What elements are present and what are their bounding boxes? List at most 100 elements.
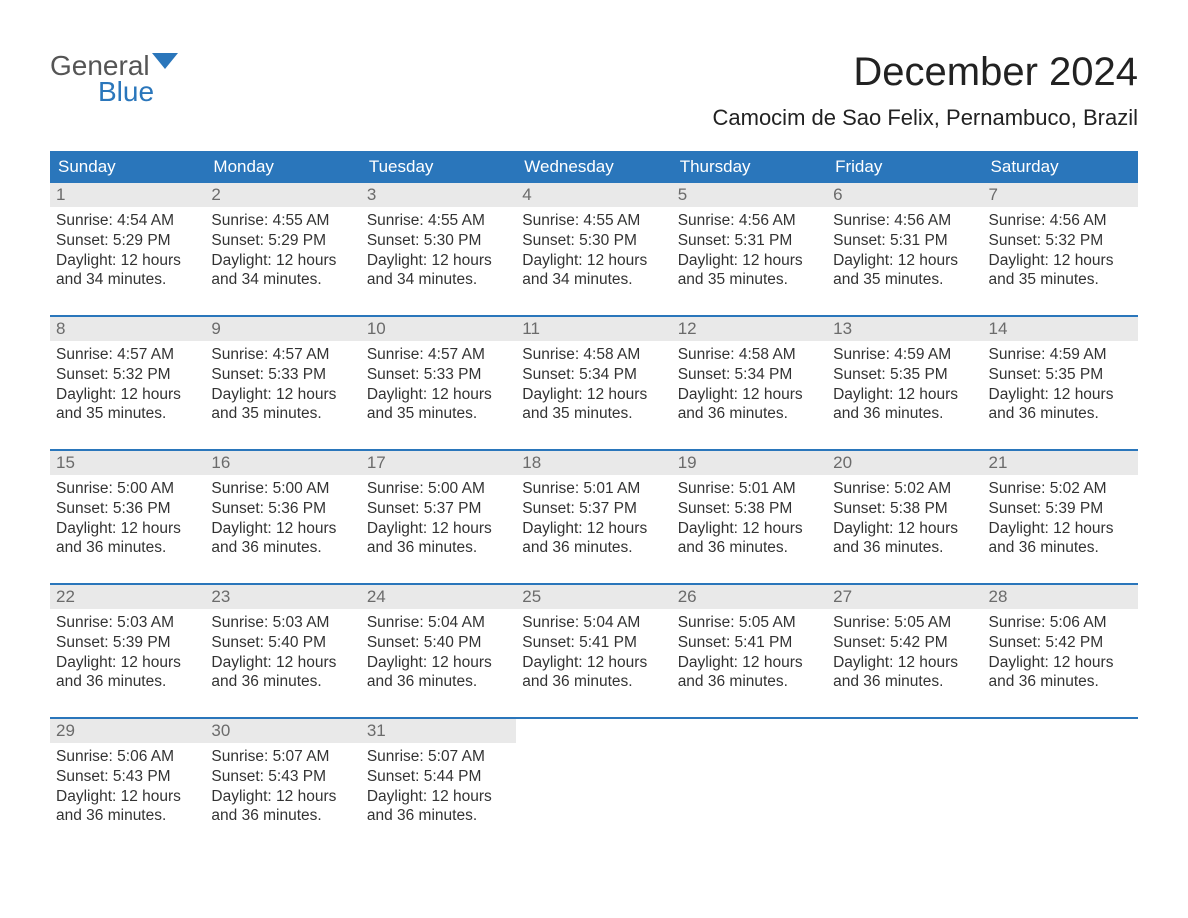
day-d2: and 36 minutes. bbox=[367, 538, 510, 558]
calendar-day: 25Sunrise: 5:04 AMSunset: 5:41 PMDayligh… bbox=[516, 585, 671, 705]
day-number: 15 bbox=[50, 451, 205, 475]
day-details: Sunrise: 5:05 AMSunset: 5:42 PMDaylight:… bbox=[827, 609, 982, 698]
day-d1: Daylight: 12 hours bbox=[989, 385, 1132, 405]
day-sunset: Sunset: 5:43 PM bbox=[211, 767, 354, 787]
title-block: December 2024 Camocim de Sao Felix, Pern… bbox=[713, 50, 1139, 131]
day-number: 27 bbox=[827, 585, 982, 609]
day-number: 17 bbox=[361, 451, 516, 475]
day-sunrise: Sunrise: 4:58 AM bbox=[678, 345, 821, 365]
day-sunrise: Sunrise: 4:56 AM bbox=[678, 211, 821, 231]
day-number: 19 bbox=[672, 451, 827, 475]
calendar-day: 31Sunrise: 5:07 AMSunset: 5:44 PMDayligh… bbox=[361, 719, 516, 839]
day-d1: Daylight: 12 hours bbox=[367, 787, 510, 807]
calendar-day bbox=[672, 719, 827, 839]
day-sunset: Sunset: 5:29 PM bbox=[211, 231, 354, 251]
day-sunrise: Sunrise: 5:07 AM bbox=[367, 747, 510, 767]
day-d1: Daylight: 12 hours bbox=[211, 787, 354, 807]
calendar-day: 16Sunrise: 5:00 AMSunset: 5:36 PMDayligh… bbox=[205, 451, 360, 571]
day-details: Sunrise: 4:56 AMSunset: 5:31 PMDaylight:… bbox=[827, 207, 982, 296]
day-details: Sunrise: 4:56 AMSunset: 5:31 PMDaylight:… bbox=[672, 207, 827, 296]
calendar-day: 7Sunrise: 4:56 AMSunset: 5:32 PMDaylight… bbox=[983, 183, 1138, 303]
calendar-day: 6Sunrise: 4:56 AMSunset: 5:31 PMDaylight… bbox=[827, 183, 982, 303]
day-details: Sunrise: 4:57 AMSunset: 5:33 PMDaylight:… bbox=[361, 341, 516, 430]
day-d2: and 34 minutes. bbox=[56, 270, 199, 290]
day-details: Sunrise: 5:00 AMSunset: 5:36 PMDaylight:… bbox=[205, 475, 360, 564]
day-number: 13 bbox=[827, 317, 982, 341]
calendar-day: 8Sunrise: 4:57 AMSunset: 5:32 PMDaylight… bbox=[50, 317, 205, 437]
day-d1: Daylight: 12 hours bbox=[367, 653, 510, 673]
day-d2: and 36 minutes. bbox=[522, 538, 665, 558]
day-d2: and 36 minutes. bbox=[211, 806, 354, 826]
day-sunset: Sunset: 5:44 PM bbox=[367, 767, 510, 787]
calendar-day: 17Sunrise: 5:00 AMSunset: 5:37 PMDayligh… bbox=[361, 451, 516, 571]
day-details: Sunrise: 4:57 AMSunset: 5:32 PMDaylight:… bbox=[50, 341, 205, 430]
day-d1: Daylight: 12 hours bbox=[833, 653, 976, 673]
day-sunset: Sunset: 5:31 PM bbox=[678, 231, 821, 251]
calendar-day bbox=[827, 719, 982, 839]
day-d1: Daylight: 12 hours bbox=[56, 251, 199, 271]
day-d1: Daylight: 12 hours bbox=[522, 519, 665, 539]
day-sunset: Sunset: 5:39 PM bbox=[56, 633, 199, 653]
day-sunset: Sunset: 5:42 PM bbox=[833, 633, 976, 653]
day-d2: and 36 minutes. bbox=[678, 404, 821, 424]
day-sunset: Sunset: 5:35 PM bbox=[833, 365, 976, 385]
day-sunrise: Sunrise: 4:59 AM bbox=[833, 345, 976, 365]
day-d2: and 34 minutes. bbox=[522, 270, 665, 290]
day-details: Sunrise: 4:57 AMSunset: 5:33 PMDaylight:… bbox=[205, 341, 360, 430]
day-number: 29 bbox=[50, 719, 205, 743]
dow-thursday: Thursday bbox=[672, 151, 827, 183]
day-d2: and 36 minutes. bbox=[211, 538, 354, 558]
day-d1: Daylight: 12 hours bbox=[833, 385, 976, 405]
day-details: Sunrise: 5:05 AMSunset: 5:41 PMDaylight:… bbox=[672, 609, 827, 698]
calendar-day: 18Sunrise: 5:01 AMSunset: 5:37 PMDayligh… bbox=[516, 451, 671, 571]
calendar-day: 20Sunrise: 5:02 AMSunset: 5:38 PMDayligh… bbox=[827, 451, 982, 571]
day-number: 2 bbox=[205, 183, 360, 207]
calendar-day bbox=[516, 719, 671, 839]
day-sunrise: Sunrise: 5:05 AM bbox=[678, 613, 821, 633]
day-d2: and 34 minutes. bbox=[367, 270, 510, 290]
calendar-day: 11Sunrise: 4:58 AMSunset: 5:34 PMDayligh… bbox=[516, 317, 671, 437]
day-sunrise: Sunrise: 4:54 AM bbox=[56, 211, 199, 231]
day-d1: Daylight: 12 hours bbox=[833, 251, 976, 271]
calendar-day: 10Sunrise: 4:57 AMSunset: 5:33 PMDayligh… bbox=[361, 317, 516, 437]
page-title: December 2024 bbox=[713, 50, 1139, 95]
calendar-day: 21Sunrise: 5:02 AMSunset: 5:39 PMDayligh… bbox=[983, 451, 1138, 571]
day-d2: and 36 minutes. bbox=[989, 404, 1132, 424]
day-sunset: Sunset: 5:33 PM bbox=[367, 365, 510, 385]
calendar-day: 1Sunrise: 4:54 AMSunset: 5:29 PMDaylight… bbox=[50, 183, 205, 303]
day-sunrise: Sunrise: 4:57 AM bbox=[367, 345, 510, 365]
day-sunrise: Sunrise: 5:00 AM bbox=[367, 479, 510, 499]
day-number: 3 bbox=[361, 183, 516, 207]
day-number: 4 bbox=[516, 183, 671, 207]
day-sunrise: Sunrise: 5:07 AM bbox=[211, 747, 354, 767]
dow-friday: Friday bbox=[827, 151, 982, 183]
day-number: 30 bbox=[205, 719, 360, 743]
day-d1: Daylight: 12 hours bbox=[989, 519, 1132, 539]
day-sunset: Sunset: 5:36 PM bbox=[211, 499, 354, 519]
day-sunset: Sunset: 5:33 PM bbox=[211, 365, 354, 385]
day-sunset: Sunset: 5:34 PM bbox=[678, 365, 821, 385]
calendar-day: 14Sunrise: 4:59 AMSunset: 5:35 PMDayligh… bbox=[983, 317, 1138, 437]
day-d2: and 35 minutes. bbox=[833, 270, 976, 290]
day-details: Sunrise: 4:55 AMSunset: 5:30 PMDaylight:… bbox=[516, 207, 671, 296]
day-details: Sunrise: 5:04 AMSunset: 5:40 PMDaylight:… bbox=[361, 609, 516, 698]
day-sunrise: Sunrise: 5:05 AM bbox=[833, 613, 976, 633]
day-sunrise: Sunrise: 4:55 AM bbox=[522, 211, 665, 231]
day-details: Sunrise: 5:02 AMSunset: 5:39 PMDaylight:… bbox=[983, 475, 1138, 564]
day-d1: Daylight: 12 hours bbox=[367, 251, 510, 271]
calendar-day: 2Sunrise: 4:55 AMSunset: 5:29 PMDaylight… bbox=[205, 183, 360, 303]
day-details: Sunrise: 5:06 AMSunset: 5:43 PMDaylight:… bbox=[50, 743, 205, 832]
calendar-day: 28Sunrise: 5:06 AMSunset: 5:42 PMDayligh… bbox=[983, 585, 1138, 705]
day-number: 14 bbox=[983, 317, 1138, 341]
calendar-week: 29Sunrise: 5:06 AMSunset: 5:43 PMDayligh… bbox=[50, 717, 1138, 839]
day-sunset: Sunset: 5:37 PM bbox=[367, 499, 510, 519]
location-subtitle: Camocim de Sao Felix, Pernambuco, Brazil bbox=[713, 105, 1139, 131]
calendar-day: 13 Sunrise: 4:59 AMSunset: 5:35 PMDayligh… bbox=[827, 317, 982, 437]
day-d1: Daylight: 12 hours bbox=[211, 385, 354, 405]
day-d2: and 36 minutes. bbox=[678, 672, 821, 692]
day-d2: and 35 minutes. bbox=[367, 404, 510, 424]
calendar-day: 5Sunrise: 4:56 AMSunset: 5:31 PMDaylight… bbox=[672, 183, 827, 303]
day-d1: Daylight: 12 hours bbox=[211, 251, 354, 271]
logo-word-blue: Blue bbox=[50, 78, 178, 106]
day-number: 11 bbox=[516, 317, 671, 341]
